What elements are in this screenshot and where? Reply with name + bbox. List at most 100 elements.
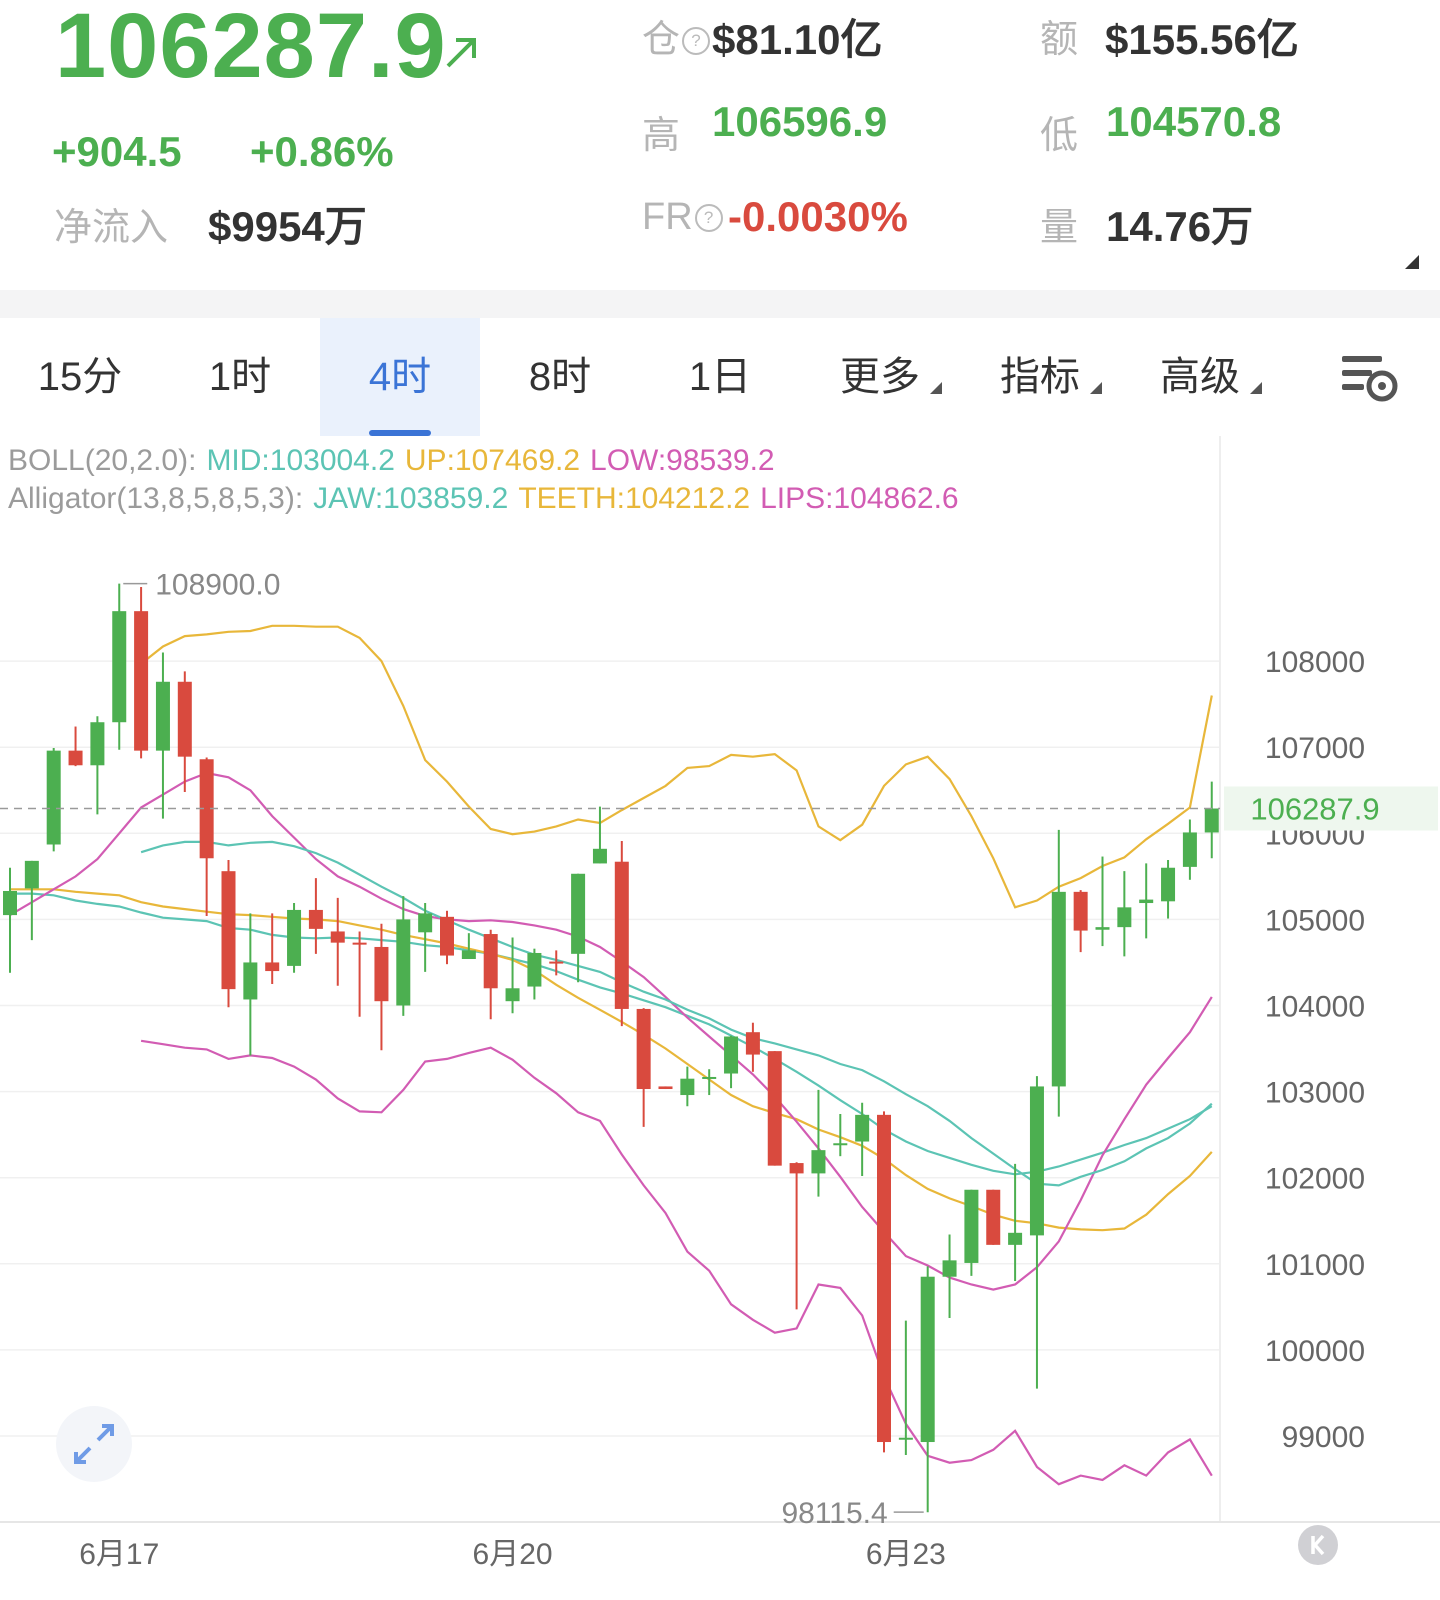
candle-up bbox=[243, 962, 258, 1000]
candle-up bbox=[592, 848, 607, 864]
candle-up bbox=[90, 722, 105, 766]
amount-value: $155.56亿 bbox=[1105, 16, 1299, 63]
boll-mid-value: MID:103004.2 bbox=[206, 444, 395, 477]
x-tick-label: 6月23 bbox=[866, 1538, 946, 1571]
candle-down bbox=[374, 946, 389, 1002]
candle-up bbox=[571, 873, 586, 954]
candle-down bbox=[483, 934, 498, 989]
candle-down bbox=[308, 909, 323, 929]
candle-down bbox=[549, 961, 564, 964]
interval-tabs: 15分 1时 4时 8时 1日 更多 指标 高级 bbox=[0, 318, 1440, 436]
help-icon: ? bbox=[682, 27, 711, 55]
candle-up bbox=[527, 952, 542, 987]
alligator-teeth-value: TEETH:104212.2 bbox=[518, 482, 751, 515]
candle-up bbox=[1008, 1232, 1023, 1245]
last-price-tag bbox=[1224, 786, 1438, 831]
boll-up-value: UP:107469.2 bbox=[404, 444, 581, 477]
price-change: +904.5 bbox=[52, 128, 182, 175]
y-tick-label: 105000 bbox=[1265, 904, 1365, 937]
candle-down bbox=[1073, 891, 1088, 931]
tab-1h[interactable]: 1时 bbox=[208, 355, 272, 399]
net-inflow-value: $9954万 bbox=[208, 203, 367, 250]
chart-settings-icon[interactable] bbox=[1340, 346, 1402, 408]
candle-down bbox=[636, 1008, 651, 1090]
x-tick-label: 6月17 bbox=[79, 1538, 159, 1571]
candle-up bbox=[1029, 1086, 1044, 1236]
candle-down bbox=[789, 1163, 804, 1174]
y-tick-label: 103000 bbox=[1265, 1077, 1365, 1110]
candle-down bbox=[330, 931, 345, 943]
candlestick-chart[interactable]: BOLL(20,2.0): MID:103004.2 UP:107469.2 LOW:… bbox=[0, 436, 1440, 1600]
candle-up bbox=[46, 750, 61, 845]
tab-advanced[interactable]: 高级 bbox=[1120, 318, 1280, 436]
high-value: 106596.9 bbox=[712, 98, 888, 145]
boll-low-value: LOW:98539.2 bbox=[590, 444, 775, 477]
active-tab-indicator bbox=[369, 430, 431, 436]
candle-up bbox=[1051, 891, 1066, 1087]
candle-up bbox=[1161, 867, 1176, 902]
candle-down bbox=[440, 916, 454, 956]
candle-up bbox=[505, 988, 520, 1002]
chevron-down-icon bbox=[1250, 382, 1262, 394]
candle-up bbox=[1117, 907, 1132, 928]
scroll-latest-icon[interactable] bbox=[1297, 1524, 1339, 1566]
funding-rate-label[interactable]: FR? bbox=[642, 196, 723, 239]
candle-down bbox=[134, 611, 149, 751]
amount-label: 额 bbox=[1040, 19, 1079, 61]
boll-mid-line bbox=[140, 840, 1213, 1187]
candle-down bbox=[199, 759, 214, 859]
y-tick-label: 107000 bbox=[1265, 732, 1365, 765]
tab-15m[interactable]: 15分 bbox=[37, 355, 123, 399]
y-tick-label: 99000 bbox=[1282, 1421, 1365, 1454]
candle-up bbox=[1095, 927, 1110, 930]
candle-up bbox=[680, 1078, 695, 1096]
candle-down bbox=[68, 750, 83, 766]
candle-up bbox=[1204, 808, 1219, 833]
candle-up bbox=[964, 1189, 979, 1263]
candle-down bbox=[614, 861, 629, 1009]
alligator-legend: Alligator(13,8,5,8,5,3): JAW:103859.2 TEET… bbox=[8, 482, 969, 516]
candle-up bbox=[1182, 832, 1197, 867]
candle-up bbox=[942, 1260, 957, 1277]
high-label: 高 bbox=[642, 115, 681, 157]
open-interest-label[interactable]: 仓? bbox=[642, 8, 711, 63]
alligator-jaw-value: JAW:103859.2 bbox=[313, 482, 509, 515]
candle-up bbox=[811, 1150, 826, 1174]
net-inflow-label: 净流入 bbox=[54, 207, 169, 249]
fullscreen-icon[interactable] bbox=[54, 1404, 134, 1484]
boll-up-line bbox=[140, 624, 1213, 909]
candle-up bbox=[1139, 899, 1154, 904]
max-price-label: 108900.0 bbox=[155, 569, 280, 602]
tab-indicators[interactable]: 指标 bbox=[960, 318, 1120, 436]
candle-up bbox=[461, 950, 476, 960]
candle-up bbox=[833, 1143, 848, 1146]
candle-up bbox=[724, 1036, 739, 1074]
last-price: 106287.9 bbox=[55, 0, 447, 97]
volume-value: 14.76万 bbox=[1106, 203, 1254, 250]
tab-1d[interactable]: 1日 bbox=[688, 355, 752, 399]
tab-8h[interactable]: 8时 bbox=[528, 355, 592, 399]
candle-up bbox=[3, 890, 17, 916]
open-interest-value: $81.10亿 bbox=[712, 16, 883, 63]
y-tick-label: 100000 bbox=[1265, 1335, 1365, 1368]
plot-area[interactable]: 99000 100000 101000 102000 103000 104000 10500… bbox=[0, 436, 1440, 1600]
candle-down bbox=[265, 962, 280, 972]
candle-up bbox=[702, 1076, 717, 1079]
boll-low-line bbox=[140, 1039, 1213, 1486]
candle-down bbox=[177, 681, 192, 757]
candle-up bbox=[155, 681, 170, 751]
candle-up bbox=[287, 909, 302, 966]
tab-4h[interactable]: 4时 bbox=[320, 318, 480, 436]
chevron-down-icon bbox=[930, 382, 942, 394]
candle-down bbox=[658, 1086, 673, 1090]
candle-up bbox=[112, 611, 127, 723]
candle-up bbox=[418, 913, 433, 933]
expand-header-icon[interactable] bbox=[1405, 255, 1419, 269]
candle-up bbox=[855, 1114, 870, 1142]
candle-down bbox=[986, 1189, 1001, 1245]
section-divider bbox=[0, 290, 1440, 318]
min-price-label: 98115.4 bbox=[781, 1497, 887, 1530]
tab-more[interactable]: 更多 bbox=[800, 318, 960, 436]
alligator-jaw-line bbox=[10, 892, 1213, 1176]
candle-down bbox=[352, 942, 367, 945]
